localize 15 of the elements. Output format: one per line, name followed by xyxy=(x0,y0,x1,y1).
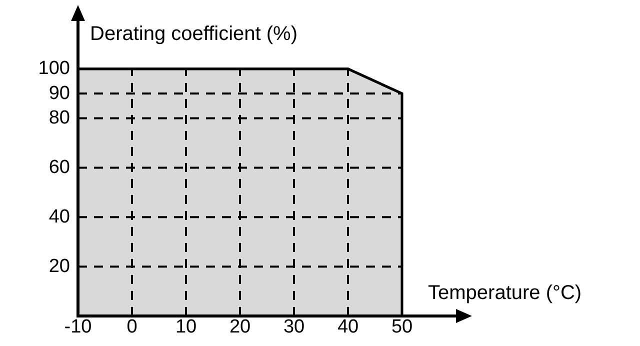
x-tick-label: 30 xyxy=(283,316,305,338)
y-tick-label: 100 xyxy=(38,58,70,80)
y-tick-label: 20 xyxy=(48,256,70,277)
y-tick-label: 60 xyxy=(48,156,70,178)
y-tick-label: 80 xyxy=(48,108,70,128)
x-tick-label: 20 xyxy=(229,316,251,338)
x-axis-title: Temperature (°C) xyxy=(428,282,582,305)
x-tick-label: 10 xyxy=(175,316,197,338)
x-tick-label: 50 xyxy=(391,316,413,338)
x-tick-label: -10 xyxy=(64,316,92,338)
y-axis-title: Derating coefficient (%) xyxy=(90,23,298,46)
x-tick-label: 40 xyxy=(337,316,359,338)
x-tick-label: 0 xyxy=(126,316,138,338)
y-tick-label: 40 xyxy=(48,206,70,228)
y-tick-label: 90 xyxy=(48,82,70,104)
